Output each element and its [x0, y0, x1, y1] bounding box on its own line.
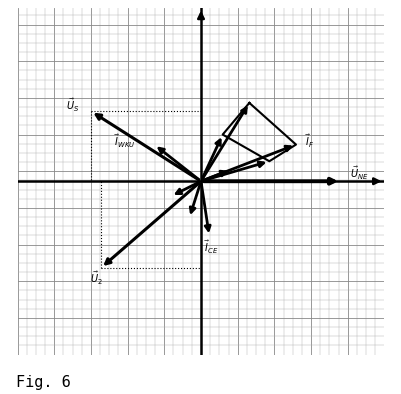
Text: $\vec{U}_{NE}$: $\vec{U}_{NE}$ [349, 165, 368, 182]
Text: $\vec{I}_{CE}$: $\vec{I}_{CE}$ [203, 238, 218, 256]
Text: $\vec{I}_F$: $\vec{I}_F$ [305, 133, 314, 150]
Text: $\vec{U}_2$: $\vec{U}_2$ [89, 269, 102, 286]
Text: Fig. 6: Fig. 6 [16, 375, 71, 390]
Text: $\vec{I}_{WKU}$: $\vec{I}_{WKU}$ [113, 133, 135, 150]
Text: $\vec{U}_S$: $\vec{U}_S$ [66, 97, 79, 114]
